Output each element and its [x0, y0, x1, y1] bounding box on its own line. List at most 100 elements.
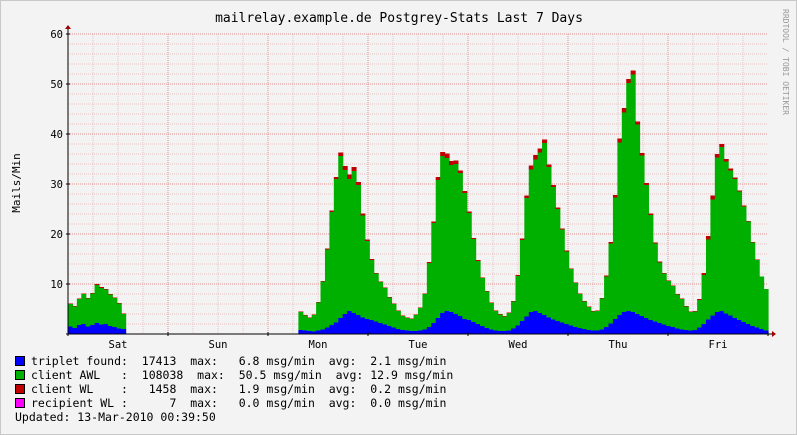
bar-segment	[382, 288, 388, 325]
bar-segment	[626, 83, 632, 311]
bar-segment	[608, 323, 614, 334]
bar-segment	[418, 308, 424, 331]
bar-segment	[506, 312, 512, 313]
bar-segment	[657, 262, 663, 323]
bar-segment	[440, 313, 446, 334]
bar-segment	[413, 315, 419, 331]
bar-segment	[537, 152, 543, 313]
bar-segment	[652, 242, 658, 244]
bar-segment	[506, 313, 512, 331]
bar-segment	[338, 318, 344, 334]
bar-segment	[586, 330, 592, 334]
bar-segment	[670, 327, 676, 334]
bar-segment	[666, 326, 672, 334]
bar-segment	[488, 303, 494, 330]
bar-segment	[648, 320, 654, 334]
bar-segment	[568, 268, 574, 269]
bar-segment	[519, 238, 525, 240]
bar-segment	[617, 138, 623, 143]
legend-swatch	[15, 356, 25, 366]
bar-segment	[546, 164, 552, 167]
bar-segment	[360, 213, 366, 216]
bar-segment	[573, 282, 579, 283]
y-axis-label: Mails/Min	[10, 153, 23, 213]
bar-segment	[759, 276, 765, 329]
bar-segment	[550, 187, 556, 320]
bar-segment	[528, 169, 534, 312]
bar-segment	[493, 330, 499, 334]
bar-segment	[409, 319, 415, 331]
bar-segment	[674, 294, 680, 329]
bar-segment	[736, 190, 743, 192]
bar-segment	[537, 313, 543, 334]
bar-segment	[688, 311, 694, 312]
bar-segment	[519, 321, 525, 334]
bar-segment	[90, 325, 96, 334]
bar-segment	[528, 165, 534, 170]
bar-segment	[577, 294, 583, 328]
bar-segment	[302, 315, 308, 316]
bar-segment	[431, 323, 437, 334]
bar-segment	[657, 323, 663, 334]
bar-segment	[604, 276, 610, 327]
bar-segment	[617, 142, 623, 315]
bar-segment	[515, 275, 521, 276]
bar-segment	[493, 311, 499, 331]
bar-segment	[542, 139, 548, 143]
bar-segment	[688, 330, 694, 334]
bar-segment	[511, 328, 517, 334]
bar-segment	[404, 317, 410, 318]
bar-segment	[692, 330, 698, 334]
legend-swatch	[15, 384, 25, 394]
bar-segment	[705, 236, 711, 240]
bar-segment	[657, 261, 663, 263]
bar-segment	[710, 199, 716, 316]
bar-segment	[626, 311, 632, 334]
bar-segment	[626, 79, 632, 83]
bar-segment	[643, 183, 649, 185]
bar-segment	[604, 327, 610, 334]
bar-segment	[426, 262, 432, 263]
bar-segment	[435, 180, 441, 318]
bar-segment	[661, 273, 667, 325]
bar-segment	[648, 213, 654, 215]
bar-segment	[99, 324, 105, 334]
bar-segment	[298, 312, 304, 330]
bar-segment	[692, 311, 698, 312]
bar-segment	[386, 297, 393, 298]
legend-item-recipient-wl: recipient WL : 7 max: 0.0 msg/min avg: 0…	[15, 396, 453, 410]
bar-segment	[581, 301, 587, 329]
bar-segment	[395, 329, 401, 334]
bar-segment	[542, 143, 548, 315]
legend-item-client-wl: client WL : 1458 max: 1.9 msg/min avg: 0…	[15, 382, 453, 396]
bar-segment	[586, 307, 592, 330]
bar-segment	[453, 164, 459, 314]
y-tick-labels: 10 20 30 40 50 60	[50, 29, 63, 291]
bar-segment	[391, 304, 397, 328]
bar-segment	[697, 299, 703, 300]
bar-segment	[475, 260, 481, 261]
y-tick-label: 20	[50, 229, 63, 241]
bar-segment	[630, 312, 636, 334]
bar-segment	[342, 314, 348, 334]
bar-segment	[661, 273, 667, 274]
bar-segment	[94, 285, 100, 323]
bar-segment	[373, 273, 379, 322]
bar-segment	[316, 302, 322, 331]
bar-segment	[116, 303, 122, 304]
bar-segment	[347, 311, 353, 334]
bar-segment	[741, 322, 747, 334]
bar-segment	[736, 320, 743, 334]
bar-segment	[608, 243, 614, 324]
bar-segment	[710, 315, 716, 334]
bar-segment	[581, 329, 587, 334]
bar-segment	[577, 293, 583, 294]
bar-segment	[759, 329, 765, 334]
bar-segment	[360, 215, 366, 318]
bar-segment	[728, 170, 734, 316]
bar-segment	[723, 161, 729, 314]
x-tick-label: Sun	[209, 339, 228, 351]
y-tick-label: 50	[50, 79, 63, 91]
chart-title: mailrelay.example.de Postgrey-Stats Last…	[215, 11, 583, 26]
bar-segment	[661, 324, 667, 334]
